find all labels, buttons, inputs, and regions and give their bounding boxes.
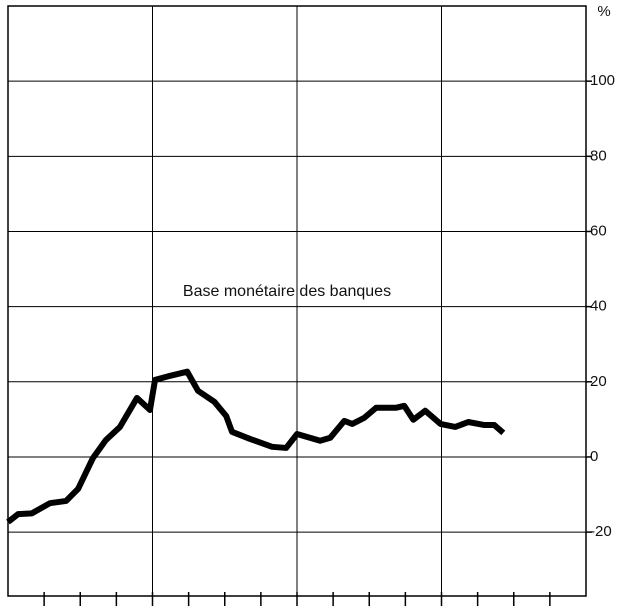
y-tick-label: -20: [590, 523, 612, 540]
annotation: Base monétaire des banques: [183, 283, 391, 300]
y-tick-label: 100: [590, 72, 615, 89]
y-axis-label: %: [597, 3, 610, 20]
y-tick-label: 80: [590, 147, 607, 164]
y-tick-label: 40: [590, 298, 607, 315]
y-tick-label: 0: [590, 448, 598, 465]
data-line: [6, 368, 506, 525]
y-tick-label: 60: [590, 222, 607, 239]
y-tick-label: 20: [590, 373, 607, 390]
